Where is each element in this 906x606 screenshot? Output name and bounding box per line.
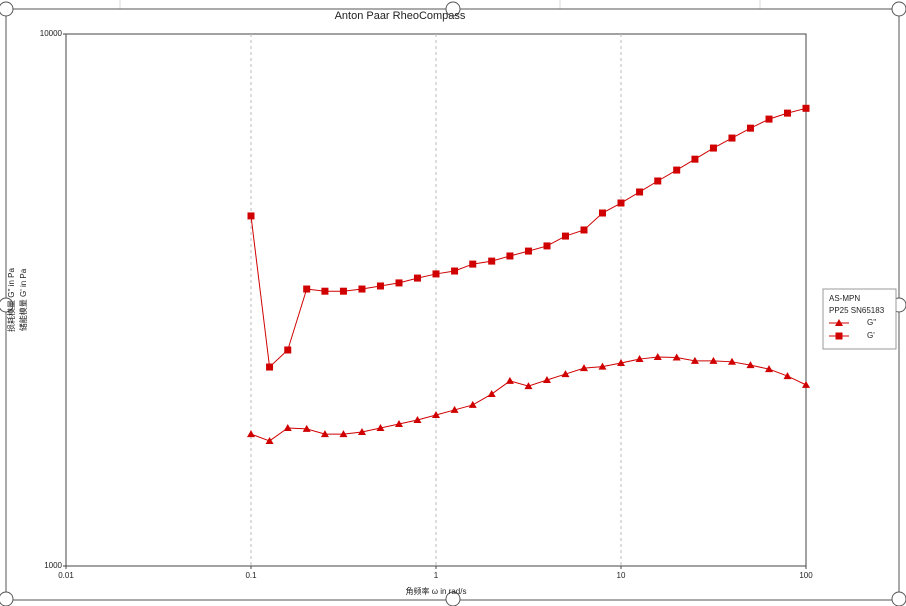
marker bbox=[357, 427, 366, 435]
marker bbox=[691, 155, 699, 163]
marker bbox=[505, 376, 514, 384]
marker bbox=[802, 380, 810, 388]
marker bbox=[783, 372, 792, 380]
x-tick-label: 1 bbox=[434, 571, 439, 580]
marker bbox=[339, 287, 347, 295]
legend-label: G' bbox=[867, 331, 875, 340]
marker bbox=[303, 285, 311, 293]
marker bbox=[432, 270, 440, 278]
marker bbox=[284, 346, 292, 354]
handle[interactable] bbox=[445, 1, 461, 17]
marker bbox=[413, 416, 422, 424]
marker bbox=[561, 370, 570, 378]
marker bbox=[835, 332, 843, 340]
marker bbox=[283, 424, 292, 432]
marker bbox=[802, 104, 810, 112]
marker bbox=[783, 109, 791, 117]
legend-title: PP25 SN65183 bbox=[829, 306, 885, 315]
marker bbox=[376, 282, 384, 290]
marker bbox=[709, 356, 718, 364]
marker bbox=[654, 177, 662, 185]
marker bbox=[673, 166, 681, 174]
marker bbox=[653, 352, 662, 360]
handle[interactable] bbox=[445, 591, 461, 606]
marker bbox=[302, 424, 311, 432]
marker bbox=[617, 358, 625, 366]
marker bbox=[542, 375, 551, 383]
legend-label: G'' bbox=[867, 318, 877, 327]
marker bbox=[598, 362, 607, 370]
marker bbox=[339, 430, 348, 438]
marker bbox=[506, 252, 514, 260]
marker bbox=[690, 356, 699, 364]
marker bbox=[765, 365, 774, 373]
marker bbox=[598, 209, 606, 217]
x-tick-label: 100 bbox=[799, 571, 813, 580]
marker bbox=[746, 124, 754, 132]
marker bbox=[432, 411, 440, 419]
handle[interactable] bbox=[891, 1, 906, 17]
marker bbox=[265, 436, 274, 444]
marker bbox=[395, 419, 404, 427]
marker bbox=[543, 242, 551, 250]
marker bbox=[580, 226, 588, 234]
marker bbox=[635, 355, 644, 363]
marker bbox=[247, 430, 255, 438]
marker bbox=[488, 257, 496, 265]
legend-title: AS-MPN bbox=[829, 294, 860, 303]
y-axis-label: 储能模量 G' in Pa bbox=[18, 268, 28, 331]
marker bbox=[561, 232, 569, 240]
x-axis-label: 角频率 ω in rad/s bbox=[406, 586, 467, 596]
marker bbox=[835, 319, 843, 326]
marker bbox=[765, 115, 773, 123]
marker bbox=[580, 364, 589, 372]
y-tick-label: 1000 bbox=[44, 561, 62, 570]
marker bbox=[524, 382, 533, 390]
marker bbox=[709, 144, 717, 152]
marker bbox=[450, 405, 459, 413]
marker bbox=[395, 279, 403, 287]
marker bbox=[320, 430, 329, 438]
handle[interactable] bbox=[0, 1, 14, 17]
x-tick-label: 10 bbox=[617, 571, 626, 580]
marker bbox=[358, 285, 366, 293]
x-tick-label: 0.01 bbox=[58, 571, 74, 580]
marker bbox=[728, 134, 736, 142]
handle[interactable] bbox=[0, 591, 14, 606]
marker bbox=[321, 287, 329, 295]
marker bbox=[376, 424, 385, 432]
handle[interactable] bbox=[0, 297, 14, 313]
marker bbox=[451, 267, 459, 275]
marker bbox=[636, 188, 644, 196]
marker bbox=[247, 212, 255, 220]
marker bbox=[524, 247, 532, 255]
marker bbox=[487, 390, 496, 398]
marker bbox=[746, 361, 755, 369]
x-tick-label: 0.1 bbox=[245, 571, 257, 580]
marker bbox=[617, 199, 625, 207]
marker bbox=[672, 353, 681, 361]
marker bbox=[468, 400, 477, 408]
marker bbox=[413, 274, 421, 282]
y-axis-label: 损耗模量 G'' in Pa bbox=[6, 267, 16, 332]
marker bbox=[469, 260, 477, 268]
y-tick-label: 10000 bbox=[40, 29, 63, 38]
handle[interactable] bbox=[891, 591, 906, 606]
chart-title: Anton Paar RheoCompass bbox=[335, 10, 466, 22]
legend-box bbox=[822, 288, 897, 350]
marker bbox=[266, 363, 274, 371]
marker bbox=[727, 357, 736, 365]
